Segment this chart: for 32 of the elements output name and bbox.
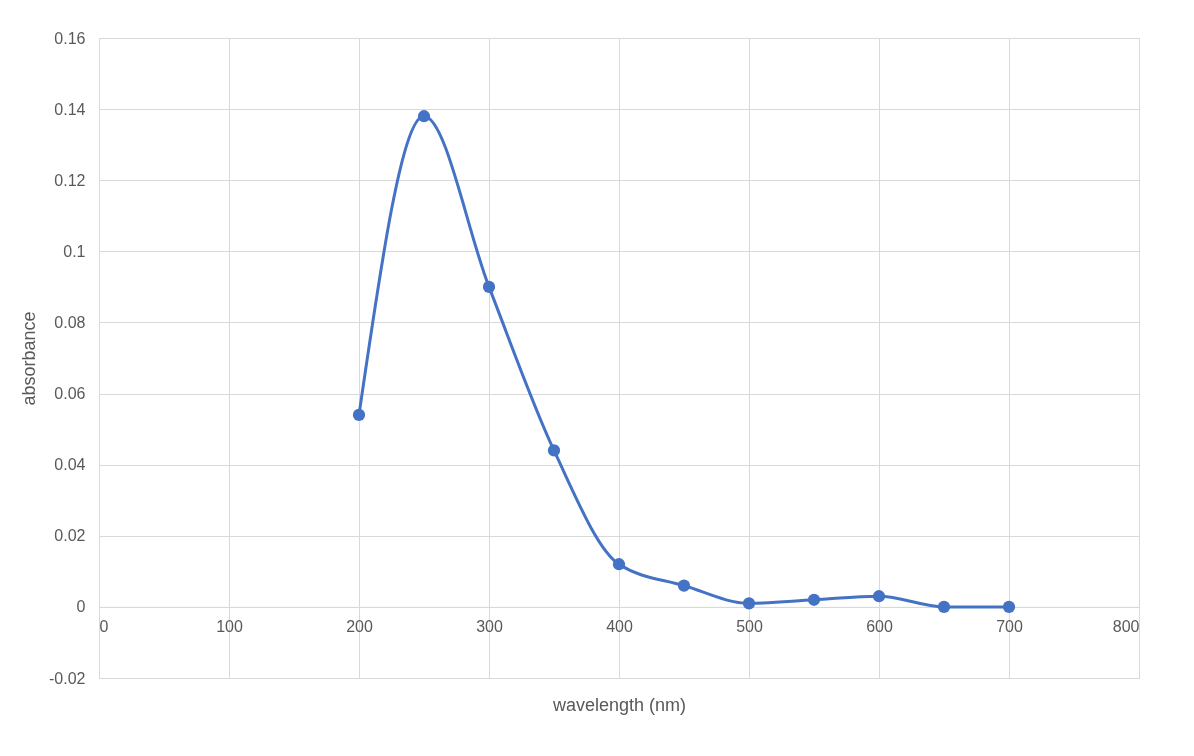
x-tick-label: 500 [736, 618, 763, 636]
x-tick-label: 100 [216, 618, 243, 636]
point [547, 444, 561, 457]
y-tick-label: 0.04 [54, 456, 86, 474]
y-tick-label: 0.08 [54, 313, 86, 331]
x-tick-label: 400 [606, 618, 633, 636]
point [742, 597, 756, 610]
x-tick-label: 600 [866, 618, 893, 636]
y-tick-label: 0.02 [54, 527, 86, 545]
x-tick-label: 700 [996, 618, 1023, 636]
y-tick-label: 0.1 [63, 242, 86, 260]
x-tick-label: 200 [346, 618, 373, 636]
y-tick-label: 0.06 [54, 385, 86, 403]
y-tick-label: 0.12 [54, 171, 86, 189]
y-tick-label: 0 [76, 598, 86, 616]
point [352, 408, 366, 421]
point [807, 593, 821, 606]
y-tick-label: 0.16 [54, 29, 86, 47]
point [482, 280, 496, 293]
point [417, 110, 431, 123]
point [872, 590, 886, 603]
point [612, 558, 626, 571]
point [1002, 600, 1016, 613]
x-tick-label: 300 [476, 618, 503, 636]
x-axis-title: wavelength (nm) [551, 694, 687, 715]
x-tick-label: 0 [99, 618, 109, 636]
y-tick-label: 0.14 [54, 100, 86, 118]
y-tick-label: -0.02 [49, 669, 86, 687]
point [677, 579, 691, 592]
y-axis-title: absorbance [19, 311, 40, 406]
x-tick-label: 800 [1112, 618, 1140, 636]
point [937, 600, 951, 613]
